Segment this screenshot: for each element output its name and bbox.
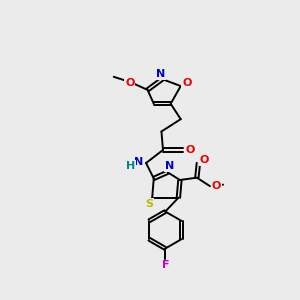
- Text: O: O: [212, 181, 221, 191]
- Text: O: O: [185, 145, 195, 155]
- Text: N: N: [164, 161, 174, 171]
- Text: O: O: [125, 78, 135, 88]
- Text: N: N: [156, 69, 165, 79]
- Text: N: N: [134, 157, 143, 166]
- Text: F: F: [162, 260, 169, 271]
- Text: O: O: [182, 78, 191, 88]
- Text: H: H: [126, 161, 135, 171]
- Text: S: S: [145, 199, 153, 209]
- Text: O: O: [200, 155, 209, 165]
